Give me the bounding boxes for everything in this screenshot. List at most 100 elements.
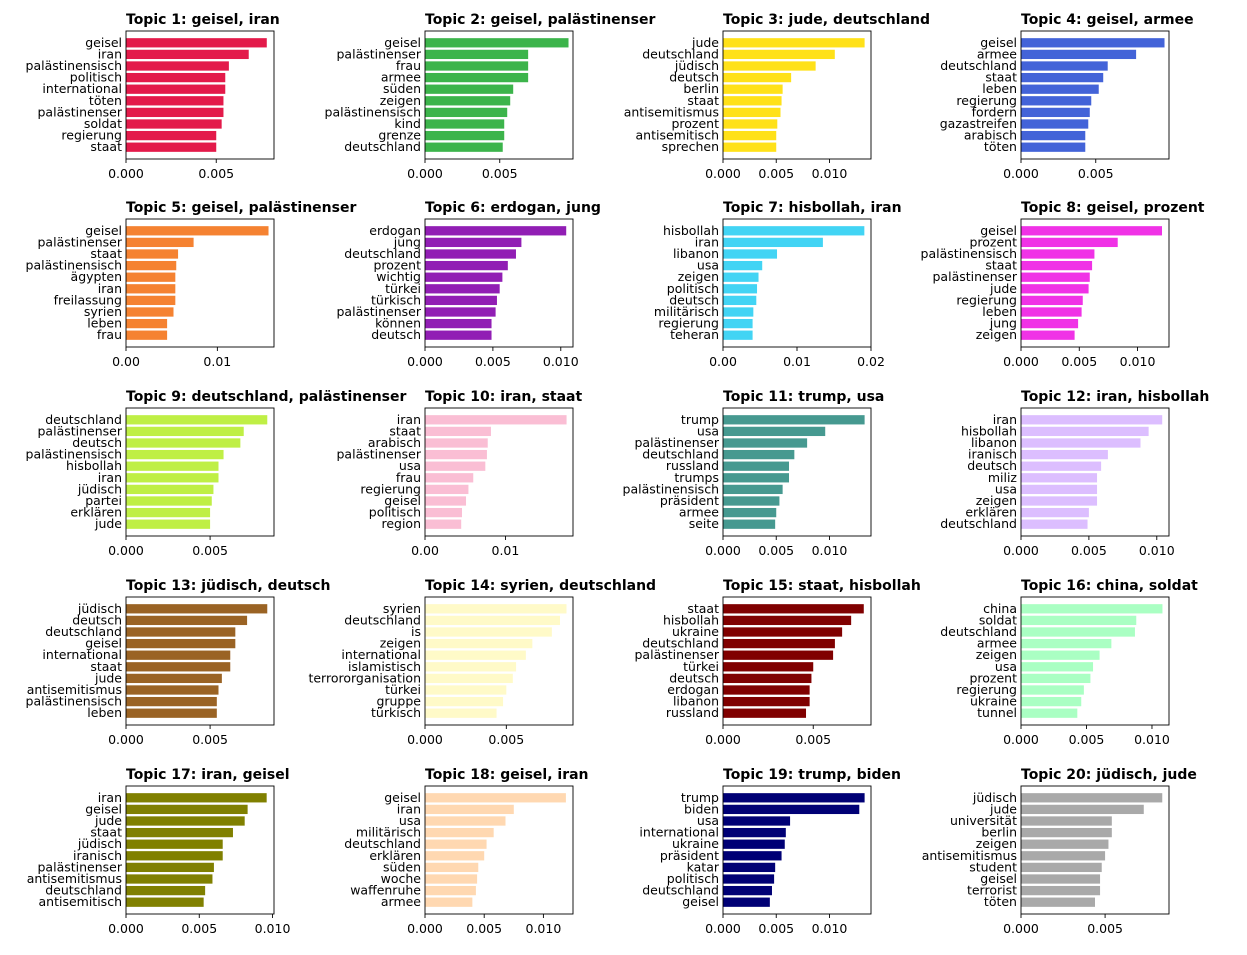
category-label: hisbollah xyxy=(663,612,719,627)
bar xyxy=(425,142,503,152)
category-label: deutschland xyxy=(45,883,122,898)
subplot-title: Topic 15: staat, hisbollah xyxy=(723,578,921,594)
bar xyxy=(126,330,168,340)
bar xyxy=(1021,438,1141,448)
subplot-13: Topic 13: jüdisch, deutschjüdischdeutsch… xyxy=(26,578,331,747)
category-label: frau xyxy=(97,327,122,342)
bar xyxy=(1021,38,1165,48)
bar xyxy=(723,84,783,94)
category-label: deutsch xyxy=(72,435,122,450)
category-label: zeigen xyxy=(976,836,1017,851)
bar xyxy=(425,507,462,518)
category-label: deutschland xyxy=(940,58,1017,73)
category-label: syrien xyxy=(383,601,421,616)
category-label: libanon xyxy=(673,694,719,709)
bar xyxy=(723,827,786,838)
bar xyxy=(723,885,772,896)
bar xyxy=(126,318,168,329)
subplot-8: Topic 8: geisel, prozentgeiselprozentpal… xyxy=(921,200,1205,369)
category-label: iran xyxy=(397,412,421,427)
category-label: is xyxy=(411,624,421,639)
x-tick-label: 0.000 xyxy=(1003,921,1039,936)
category-label: russland xyxy=(666,458,719,473)
bar xyxy=(1021,260,1093,271)
x-tick-label: 0.010 xyxy=(812,166,848,181)
category-label: türkisch xyxy=(371,292,421,307)
x-tick-label: 0.01 xyxy=(203,354,231,369)
category-label: terrororganisation xyxy=(308,670,421,685)
bar xyxy=(425,519,462,529)
x-tick-label: 0.010 xyxy=(812,543,848,558)
category-label: staat xyxy=(389,423,421,438)
category-label: hisbollah xyxy=(66,458,122,473)
bar xyxy=(723,496,780,506)
x-tick-label: 0.005 xyxy=(192,543,228,558)
x-tick-label: 0.010 xyxy=(1134,732,1170,747)
x-tick-label: 0.000 xyxy=(705,732,741,747)
bar xyxy=(425,673,513,684)
bar xyxy=(723,142,777,152)
x-tick-label: 0.000 xyxy=(108,921,144,936)
bar xyxy=(126,519,211,529)
bar xyxy=(1021,851,1106,861)
subplot-title: Topic 5: geisel, palästinenser xyxy=(126,200,356,216)
x-tick-label: 0.000 xyxy=(407,921,443,936)
category-label: jung xyxy=(989,316,1017,331)
subplot-11: Topic 11: trump, usa trumpusapalästinense… xyxy=(623,389,885,558)
category-label: erdogan xyxy=(667,682,719,697)
category-label: ukraine xyxy=(672,624,719,639)
category-label: antisemitismus xyxy=(922,848,1017,863)
subplot-title: Topic 12: iran, hisbollah xyxy=(1021,389,1209,405)
axes-frame xyxy=(1020,30,1170,160)
category-label: antisemitismus xyxy=(27,871,122,886)
category-label: deutsch xyxy=(967,458,1017,473)
category-label: jüdisch xyxy=(674,58,719,73)
bar xyxy=(425,84,514,94)
category-label: politisch xyxy=(667,281,719,296)
category-label: antisemitismus xyxy=(27,682,122,697)
bar xyxy=(1021,708,1078,718)
category-label: trump xyxy=(681,412,719,427)
category-label: frau xyxy=(396,470,421,485)
subplot-title: Topic 6: erdogan, jung xyxy=(425,200,601,216)
bar xyxy=(126,604,268,614)
subplot-title: Topic 20: jüdisch, jude xyxy=(1021,767,1197,783)
category-label: iran xyxy=(695,234,719,249)
bar xyxy=(425,226,567,236)
x-tick-label: 0.01 xyxy=(783,354,811,369)
bar xyxy=(723,604,864,614)
bar xyxy=(723,804,860,815)
bar xyxy=(425,272,503,282)
category-label: palästinensisch xyxy=(921,246,1017,261)
bar xyxy=(723,330,753,340)
category-label: deutschland xyxy=(642,636,719,651)
bar xyxy=(425,638,533,649)
category-label: palästinensisch xyxy=(26,58,122,73)
bar xyxy=(126,142,217,152)
subplot-title: Topic 10: iran, staat xyxy=(425,389,582,405)
category-label: regierung xyxy=(956,93,1017,108)
bar xyxy=(425,119,505,129)
bar xyxy=(126,284,176,294)
bar xyxy=(1021,461,1102,471)
x-tick-label: 0.005 xyxy=(482,166,518,181)
bar xyxy=(126,827,233,838)
x-tick-label: 0.005 xyxy=(795,732,831,747)
subplot-9: Topic 9: deutschland, palästinenser deuts… xyxy=(26,389,407,558)
category-label: zeigen xyxy=(380,636,421,651)
category-label: geisel xyxy=(980,35,1017,50)
axes-frame xyxy=(1020,218,1170,348)
subplot-title: Topic 19: trump, biden xyxy=(723,767,901,783)
bar xyxy=(1021,650,1100,660)
category-label: woche xyxy=(381,871,422,886)
category-label: palästinenser xyxy=(337,447,422,462)
x-tick-label: 0.00 xyxy=(709,354,737,369)
category-label: jude xyxy=(94,670,122,685)
bar xyxy=(723,627,843,637)
bar xyxy=(425,72,529,83)
bar xyxy=(126,237,194,248)
category-label: usa xyxy=(697,813,719,828)
category-label: usa xyxy=(399,813,421,828)
subplot-title: Topic 8: geisel, prozent xyxy=(1021,200,1205,216)
bar xyxy=(425,874,478,884)
